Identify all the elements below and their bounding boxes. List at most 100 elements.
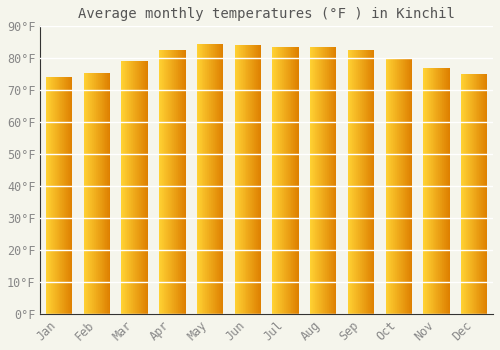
Bar (50, 77, 51, 314)
Bar (99, 72, 100, 314)
Bar (172, 50, 173, 314)
Bar (252, 46, 253, 314)
Bar (426, 68, 427, 314)
Bar (366, 50, 367, 314)
Bar (136, 62, 138, 314)
Bar (179, 50, 180, 314)
Bar (68, 77, 69, 314)
Bar (400, 58, 402, 314)
Bar (432, 68, 433, 314)
Bar (141, 62, 142, 314)
Bar (46, 77, 48, 314)
Bar (473, 74, 474, 314)
Bar (90, 72, 91, 314)
Bar (348, 50, 349, 314)
Bar (199, 44, 200, 314)
Bar (476, 74, 477, 314)
Bar (254, 46, 255, 314)
Bar (312, 47, 314, 314)
Bar (388, 58, 389, 314)
Bar (396, 58, 397, 314)
Bar (367, 50, 368, 314)
Bar (69, 77, 70, 314)
Bar (200, 44, 201, 314)
Bar (59, 77, 60, 314)
Bar (361, 50, 362, 314)
Bar (218, 44, 220, 314)
Bar (287, 47, 288, 314)
Bar (353, 50, 354, 314)
Bar (283, 47, 284, 314)
Bar (138, 62, 140, 314)
Bar (349, 50, 350, 314)
Bar (109, 72, 110, 314)
Bar (177, 50, 178, 314)
Bar (373, 50, 374, 314)
Bar (88, 72, 89, 314)
Bar (329, 47, 330, 314)
Bar (242, 46, 243, 314)
Bar (280, 47, 281, 314)
Bar (96, 72, 97, 314)
Bar (243, 46, 244, 314)
Bar (297, 47, 298, 314)
Bar (285, 47, 286, 314)
Bar (249, 46, 250, 314)
Bar (275, 47, 276, 314)
Bar (478, 74, 479, 314)
Bar (220, 44, 222, 314)
Bar (391, 58, 392, 314)
Bar (65, 77, 66, 314)
Bar (56, 77, 57, 314)
Bar (63, 77, 64, 314)
Bar (67, 77, 68, 314)
Bar (91, 72, 92, 314)
Bar (124, 62, 126, 314)
Bar (278, 47, 279, 314)
Bar (169, 50, 170, 314)
Bar (286, 47, 287, 314)
Bar (210, 44, 212, 314)
Bar (481, 74, 482, 314)
Bar (240, 46, 241, 314)
Bar (145, 62, 146, 314)
Bar (102, 72, 103, 314)
Bar (465, 74, 466, 314)
Bar (387, 58, 388, 314)
Bar (134, 62, 136, 314)
Bar (174, 50, 175, 314)
Bar (364, 50, 365, 314)
Bar (107, 72, 108, 314)
Bar (97, 72, 98, 314)
Bar (324, 47, 326, 314)
Bar (160, 50, 161, 314)
Bar (208, 44, 209, 314)
Bar (320, 47, 322, 314)
Bar (406, 58, 408, 314)
Bar (205, 44, 206, 314)
Bar (216, 44, 218, 314)
Bar (322, 47, 324, 314)
Bar (424, 68, 425, 314)
Bar (202, 44, 203, 314)
Bar (328, 47, 329, 314)
Bar (272, 47, 273, 314)
Bar (206, 44, 207, 314)
Bar (316, 47, 318, 314)
Bar (250, 46, 251, 314)
Bar (176, 50, 177, 314)
Bar (163, 50, 164, 314)
Bar (368, 50, 369, 314)
Bar (392, 58, 393, 314)
Bar (51, 77, 52, 314)
Bar (442, 68, 443, 314)
Bar (430, 68, 431, 314)
Bar (464, 74, 465, 314)
Bar (358, 50, 359, 314)
Bar (130, 62, 132, 314)
Bar (171, 50, 172, 314)
Bar (142, 62, 143, 314)
Bar (93, 72, 94, 314)
Bar (360, 50, 361, 314)
Bar (241, 46, 242, 314)
